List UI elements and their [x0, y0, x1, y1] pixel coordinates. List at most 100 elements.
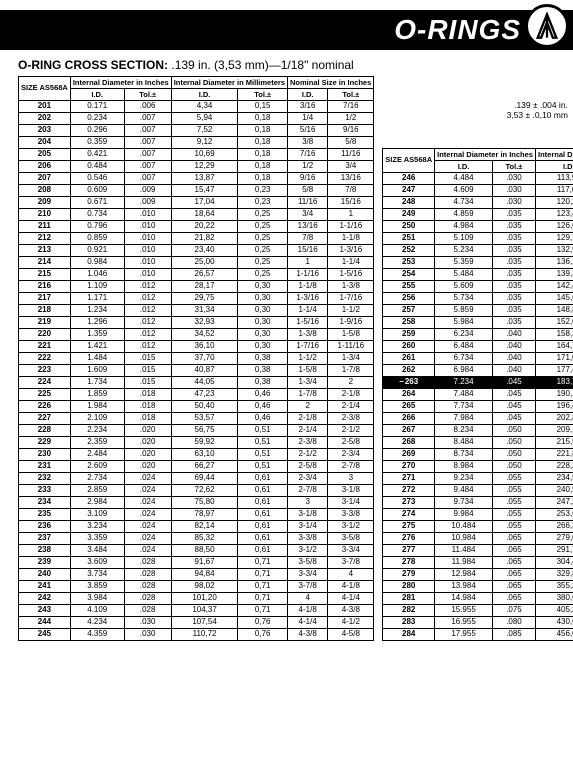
table-row: 2040.359.0079,120,183/85/8 [19, 136, 374, 148]
cell-value: 0,25 [238, 232, 288, 244]
cell-value: 148,82 [535, 304, 573, 316]
cell-size: 208 [19, 184, 71, 196]
cell-value: 0,18 [238, 112, 288, 124]
header-title: O-RINGS [394, 14, 521, 45]
cell-value: .010 [124, 208, 171, 220]
cell-value: 3-3/8 [288, 532, 328, 544]
table-row: 2100.734.01018,640,253/41 [19, 208, 374, 220]
cell-value: 2-7/8 [288, 484, 328, 496]
cell-value: 3/8 [288, 136, 328, 148]
cell-value: 253,60 [535, 508, 573, 520]
sub-tol: Tol.± [492, 161, 535, 173]
cell-value: 0.296 [70, 124, 124, 136]
cell-value: 0,23 [238, 196, 288, 208]
cell-value: 9.234 [435, 472, 493, 484]
table-row: 2585.984.035152,000,8966-1/4 [383, 316, 573, 328]
cell-value: 0,18 [238, 148, 288, 160]
cell-value: 1-1/8 [288, 280, 328, 292]
col-id-mm: Internal Diameter in Millimeters [535, 149, 573, 161]
cell-value: .015 [124, 364, 171, 376]
table-row: 2171.171.01229,750,301-3/161-7/16 [19, 292, 374, 304]
cell-value: 0,51 [238, 436, 288, 448]
cell-value: 9,12 [171, 136, 238, 148]
cell-value: 0,25 [238, 244, 288, 256]
cell-value: .028 [124, 556, 171, 568]
cell-value: 11.484 [435, 544, 493, 556]
cell-value: .018 [124, 400, 171, 412]
cell-value: .030 [124, 616, 171, 628]
cell-size: 235 [19, 508, 71, 520]
cell-size: 274 [383, 508, 435, 520]
cell-value: 2 [328, 376, 374, 388]
table-row: 2719.234.055234,551,409-1/49-1/2 [383, 472, 573, 484]
cell-value: 1-7/16 [288, 340, 328, 352]
cell-value: 1-7/8 [328, 364, 374, 376]
cell-value: 0.171 [70, 100, 124, 112]
cell-value: .030 [124, 628, 171, 640]
table-row: 2070.546.00713,870,189/1613/16 [19, 172, 374, 184]
cell-value: 18,64 [171, 208, 238, 220]
cell-value: .012 [124, 340, 171, 352]
cell-value: 129,77 [535, 232, 573, 244]
table-row: 27912.984.065329,801,651313-1/2 [383, 568, 573, 580]
cell-value: 120,24 [535, 196, 573, 208]
cell-value: .024 [124, 508, 171, 520]
cell-value: 9.484 [435, 484, 493, 496]
cell-value: 0,25 [238, 208, 288, 220]
cell-value: 0,61 [238, 496, 288, 508]
cell-value: 3.609 [70, 556, 124, 568]
cell-value: 190,10 [535, 388, 573, 400]
cell-value: 0,51 [238, 424, 288, 436]
cell-size: 221 [19, 340, 71, 352]
cell-value: .055 [492, 484, 535, 496]
cell-value: 66,27 [171, 460, 238, 472]
table-row: 2342.984.02475,800,6133-1/4 [19, 496, 374, 508]
cell-value: 4-1/8 [328, 580, 374, 592]
table-row: 2090.671.00917,040,2311/1615/16 [19, 196, 374, 208]
cell-size: 275 [383, 520, 435, 532]
brand-logo [525, 4, 569, 48]
cell-value: 3.859 [70, 580, 124, 592]
cell-size: 212 [19, 232, 71, 244]
cell-value: 8.734 [435, 448, 493, 460]
table-row: 2434.109.028104,370,714-1/84-3/8 [19, 604, 374, 616]
cell-value: 6.734 [435, 352, 493, 364]
cell-value: .015 [124, 376, 171, 388]
cell-size: 278 [383, 556, 435, 568]
cell-value: 2.109 [70, 412, 124, 424]
cell-size: 283 [383, 616, 435, 628]
cell-value: 3-1/4 [288, 520, 328, 532]
table-row: 2504.984.035126,600,8955-1/4 [383, 220, 573, 232]
table-row: 2110.796.01020,220,2513/161-1/16 [19, 220, 374, 232]
cell-value: 4.234 [70, 616, 124, 628]
cell-value: 0.484 [70, 160, 124, 172]
cell-value: 6.234 [435, 328, 493, 340]
cell-value: 1-3/8 [288, 328, 328, 340]
cell-value: 0,15 [238, 100, 288, 112]
cell-size: 237 [19, 532, 71, 544]
table-row: 2332.859.02472,620,612-7/83-1/8 [19, 484, 374, 496]
cell-value: .010 [124, 244, 171, 256]
table-row: 2626.984.040177,401,0277-1/4 [383, 364, 573, 376]
cell-value: .007 [124, 112, 171, 124]
table-row: 2030.296.0077,520,185/169/16 [19, 124, 374, 136]
cell-value: 1/2 [288, 160, 328, 172]
table-row: 28114.984.065380,601,651515-1/4 [383, 592, 573, 604]
cell-value: 221,85 [535, 448, 573, 460]
cell-size: 263 [383, 376, 435, 388]
cell-value: 5.359 [435, 256, 493, 268]
cell-value: .024 [124, 532, 171, 544]
sub-id: I.D. [288, 89, 328, 101]
cell-value: 0,25 [238, 256, 288, 268]
cell-value: 12,29 [171, 160, 238, 172]
cell-value: 2-3/8 [288, 436, 328, 448]
cell-value: 4.484 [435, 172, 493, 184]
cell-value: 139,30 [535, 268, 573, 280]
cell-value: .007 [124, 124, 171, 136]
cell-value: 0,30 [238, 280, 288, 292]
cell-value: 183,75 [535, 376, 573, 388]
sub-id: I.D. [435, 161, 493, 173]
cell-value: 32,93 [171, 316, 238, 328]
cell-value: .050 [492, 448, 535, 460]
cell-value: 5.484 [435, 268, 493, 280]
